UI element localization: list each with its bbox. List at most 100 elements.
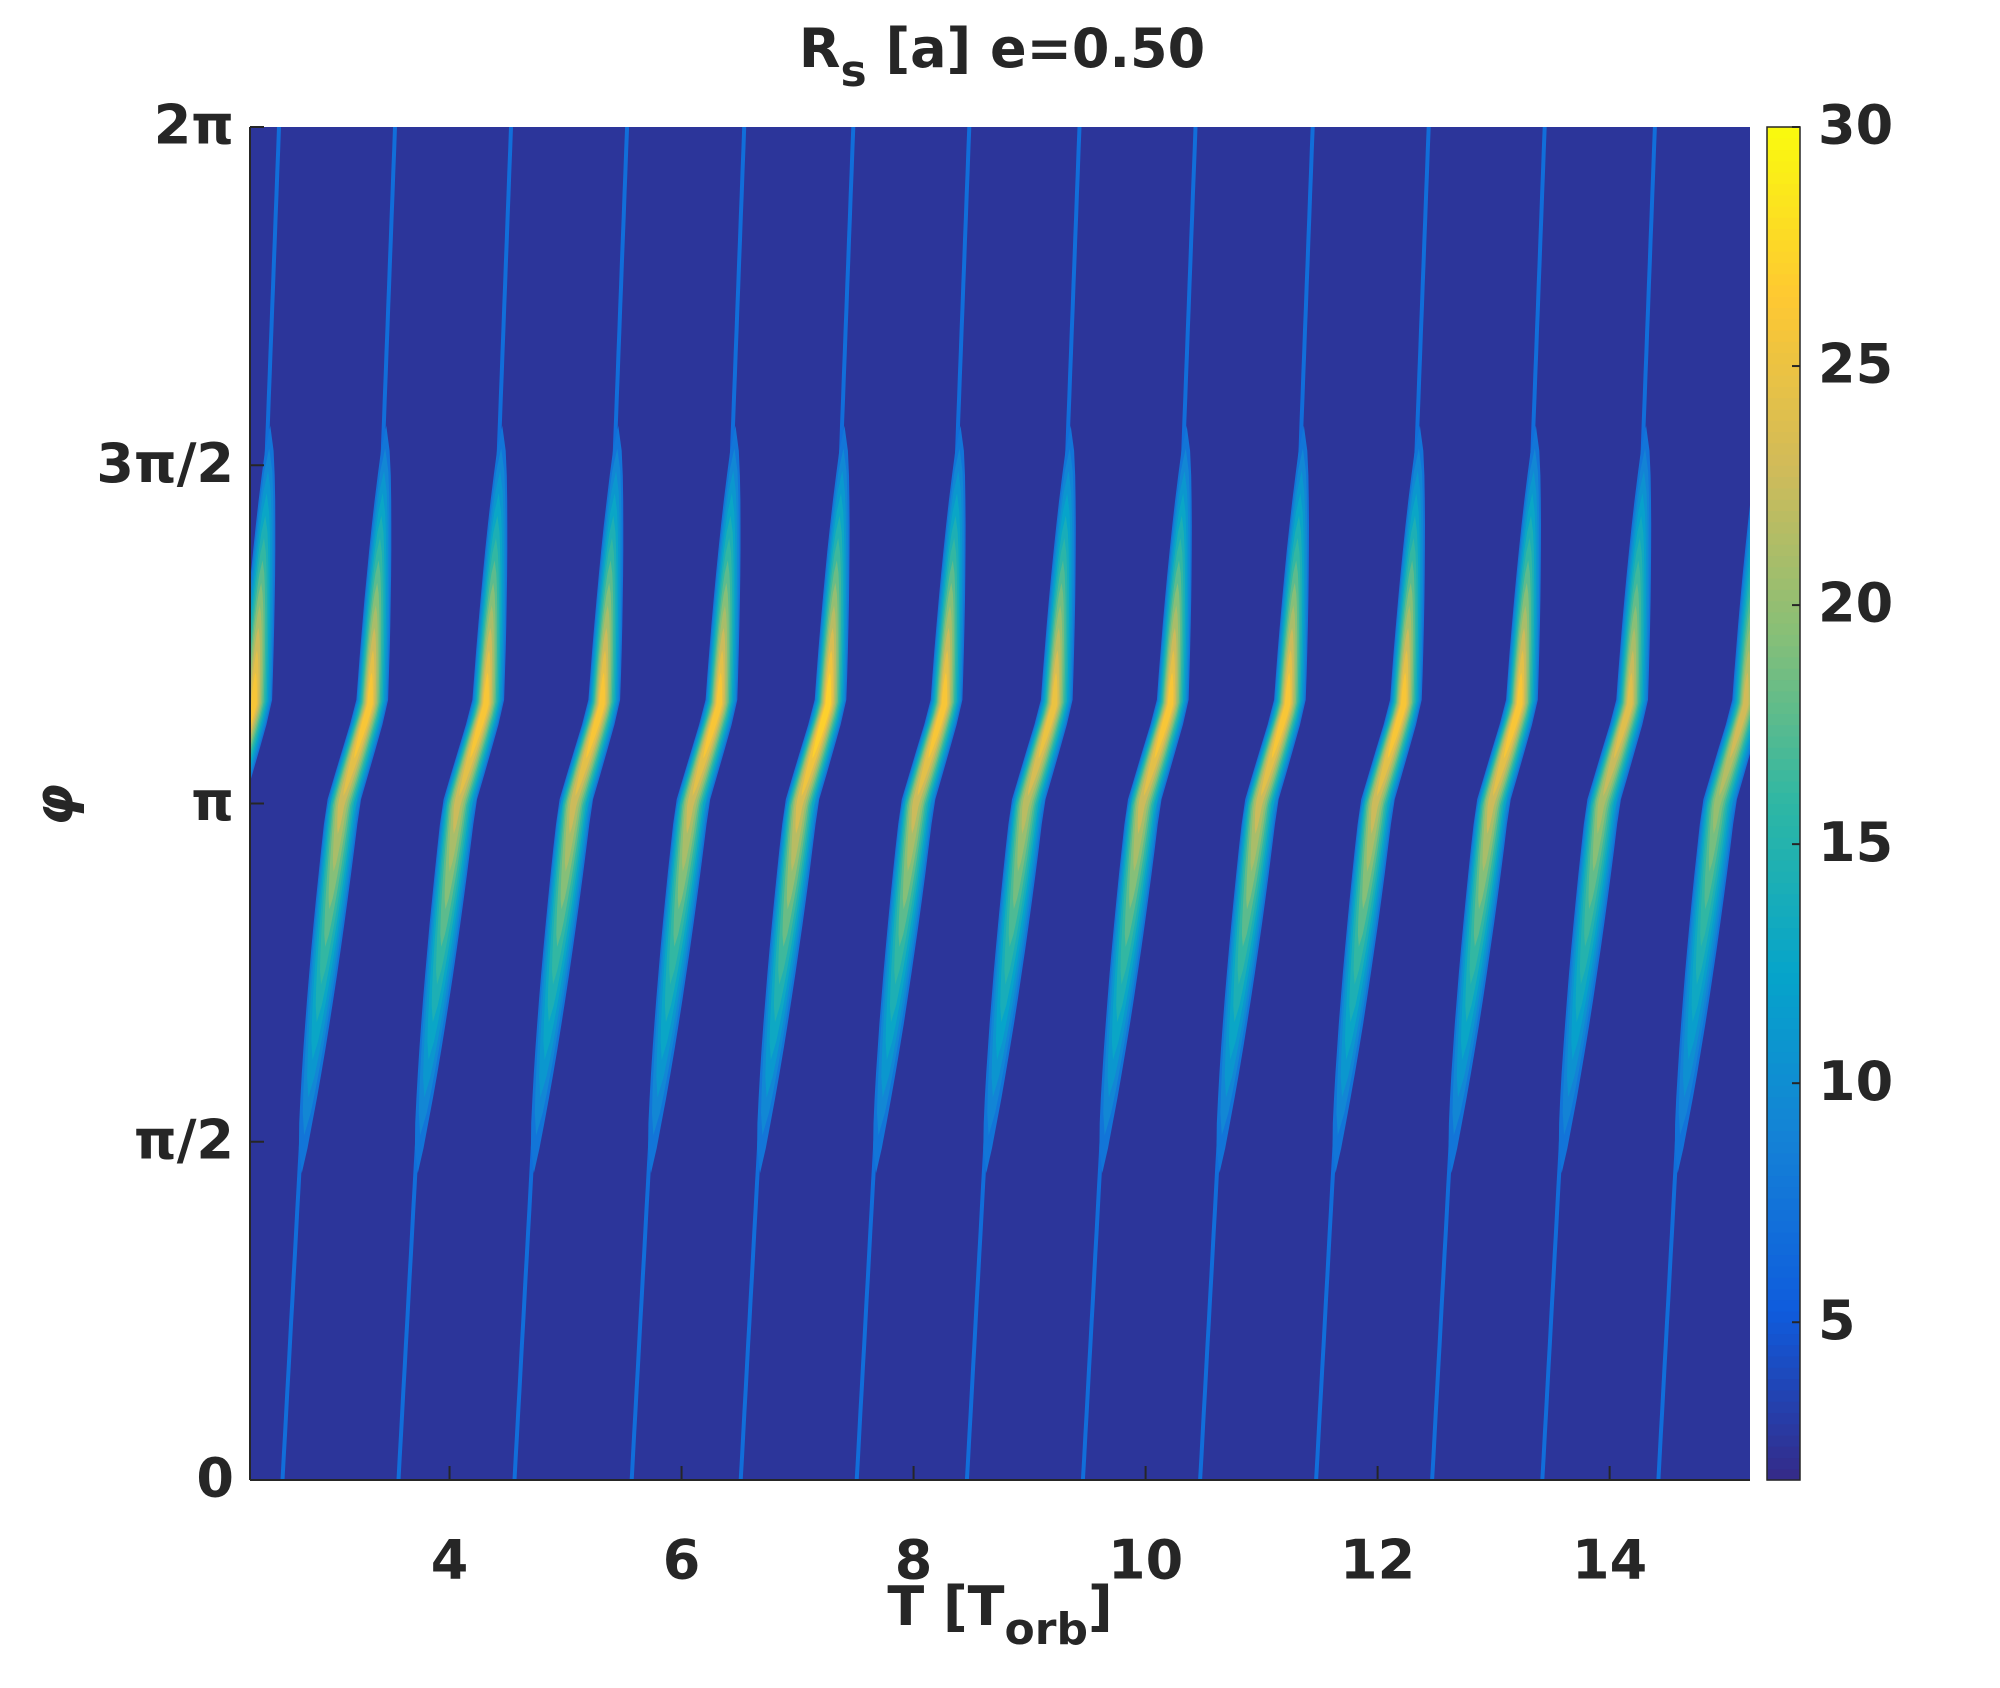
colorbar-segment [1767, 893, 1800, 906]
colorbar-segment [1767, 1198, 1800, 1210]
xlabel-subscript: orb [1005, 1604, 1088, 1655]
colorbar-tick-label: 20 [1818, 572, 1893, 635]
colorbar-segment [1767, 871, 1800, 884]
streak-level [575, 650, 607, 797]
colorbar-segment [1767, 1074, 1800, 1086]
colorbar-segment [1767, 1254, 1800, 1267]
colorbar-segment [1767, 747, 1800, 759]
streak-level [1038, 672, 1058, 759]
streak-level [343, 650, 375, 797]
streak [738, 127, 856, 1480]
streak [1540, 127, 1657, 1480]
colorbar-segment [1767, 611, 1800, 624]
y-tick-label: π/2 [134, 1108, 234, 1171]
x-tick-label: 8 [895, 1529, 933, 1592]
colorbar-segment [1767, 961, 1800, 974]
colorbar-segment [1767, 296, 1800, 308]
colorbar-segment [1767, 859, 1800, 872]
colorbar-segment [1767, 1265, 1800, 1278]
colorbar-segment [1767, 453, 1800, 466]
colorbar-segment [1767, 1412, 1800, 1425]
colorbar-segment [1767, 476, 1800, 489]
colorbar-segment [1767, 363, 1800, 376]
streak [964, 127, 1082, 1480]
colorbar-segment [1767, 228, 1800, 241]
colorbar-segment [1767, 972, 1800, 985]
colorbar-segment [1767, 623, 1800, 635]
colorbar-segment [1767, 713, 1800, 726]
streak-level [1143, 650, 1175, 797]
colorbar-segment [1767, 1017, 1800, 1030]
title-rest: [a] e=0.50 [867, 17, 1206, 80]
colorbar-segment [1767, 1006, 1800, 1019]
streak-level [1387, 672, 1407, 759]
colorbar-segment [1767, 499, 1800, 511]
x-tick-label: 10 [1108, 1529, 1183, 1592]
streak-level [928, 672, 948, 759]
colorbar-segment [1767, 1062, 1800, 1075]
colorbar-segment [1767, 1231, 1800, 1244]
colorbar-segment [1767, 1141, 1800, 1154]
colorbar-segment [1767, 848, 1800, 861]
colorbar-segment [1767, 983, 1800, 996]
colorbar-segment [1767, 566, 1800, 579]
streak-level [250, 672, 257, 728]
streak [280, 127, 397, 1480]
streak-level [1271, 672, 1291, 759]
colorbar-segment [1767, 1423, 1800, 1436]
colorbar-segment [1767, 329, 1800, 342]
colorbar-segment [1767, 758, 1800, 771]
colorbar-segment [1767, 1322, 1800, 1335]
colorbar-segment [1767, 634, 1800, 647]
colorbar-segment [1767, 1288, 1800, 1301]
colorbar-segment [1767, 544, 1800, 557]
colorbar-segment [1767, 1164, 1800, 1177]
streak-level [801, 650, 833, 797]
streak-level [459, 650, 491, 797]
colorbar-segment [1767, 1051, 1800, 1064]
colorbar-segment [1767, 273, 1800, 286]
x-tick-label: 6 [663, 1529, 701, 1592]
streak-level [1377, 650, 1409, 797]
colorbar-segment [1767, 916, 1800, 929]
streak-level [1261, 650, 1293, 797]
colorbar-segment [1767, 420, 1800, 433]
xlabel-main: T [T [887, 1575, 1004, 1638]
streak [1656, 504, 1750, 1480]
colorbar-segment [1767, 397, 1800, 410]
colorbar-segment [1767, 262, 1800, 275]
chart-title: Rs [a] e=0.50 [799, 17, 1205, 97]
colorbar-segment [1767, 1175, 1800, 1188]
colorbar-segment [1767, 555, 1800, 568]
colorbar-segment [1767, 1085, 1800, 1098]
y-tick-label: 2π [154, 94, 234, 157]
plot-area [250, 127, 1750, 1480]
xlabel-rest: ] [1088, 1575, 1113, 1638]
colorbar-tick-label: 10 [1818, 1050, 1893, 1113]
colorbar-segment [1767, 668, 1800, 681]
colorbar-segment [1767, 352, 1800, 365]
colorbar-segment [1767, 950, 1800, 962]
colorbar-segment [1767, 1378, 1800, 1391]
streak-level [1493, 650, 1525, 797]
colorbar-segment [1767, 1355, 1800, 1368]
streak [1198, 127, 1315, 1480]
colorbar-segment [1767, 1209, 1800, 1222]
colorbar-segment [1767, 1096, 1800, 1109]
streak-level [1614, 672, 1633, 759]
streak-level [1154, 672, 1174, 759]
streak [1430, 127, 1547, 1480]
colorbar-segment [1767, 1153, 1800, 1165]
streak-level [1503, 672, 1523, 759]
colorbar-segment [1767, 341, 1800, 354]
colorbar-segment [1767, 769, 1800, 782]
colorbar-segment [1767, 780, 1800, 793]
streak-level [1719, 650, 1750, 797]
colorbar-segment [1767, 194, 1800, 207]
colorbar-segment [1767, 1299, 1800, 1312]
streak-level [692, 650, 724, 797]
colorbar-segment [1767, 1277, 1800, 1289]
colorbar-segment [1767, 217, 1800, 230]
streak-level [917, 650, 949, 797]
